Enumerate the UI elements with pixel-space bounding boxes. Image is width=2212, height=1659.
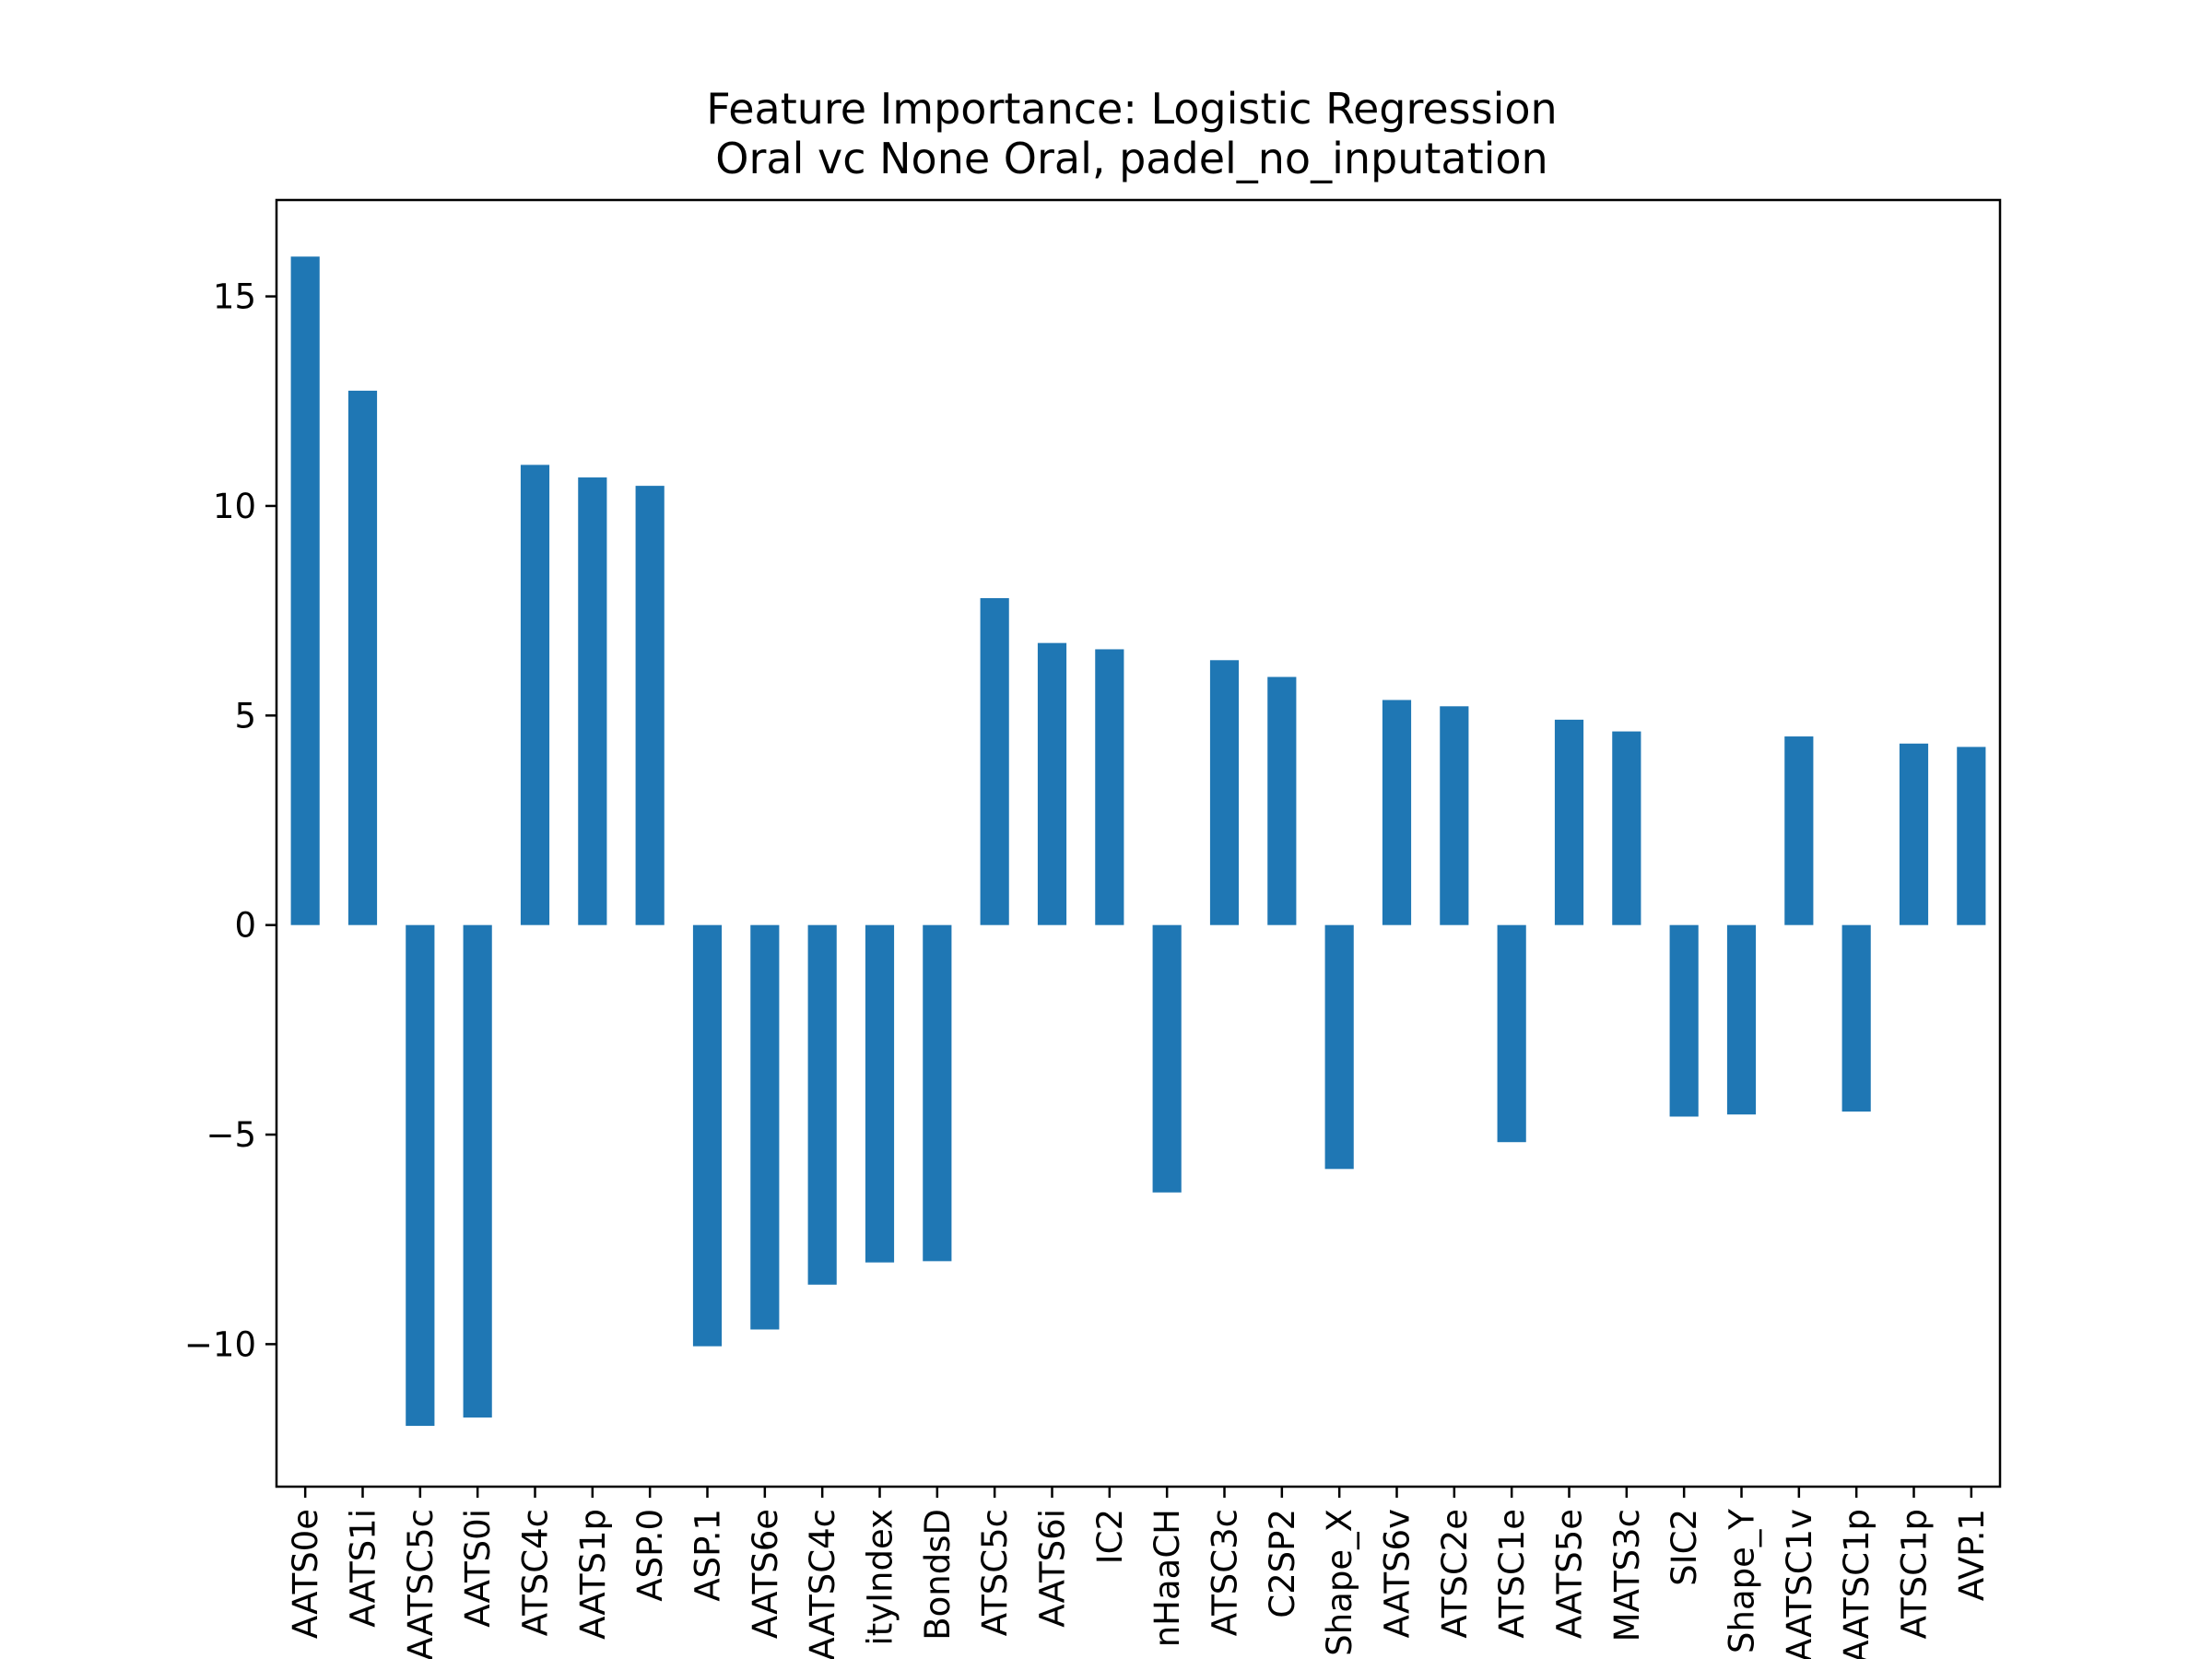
bar-ASP.0 (635, 486, 665, 925)
x-tick-label: AATS0i (458, 1509, 498, 1628)
x-tick-label: AATSC1p (1837, 1509, 1877, 1659)
bar-Shape_Y (1726, 924, 1757, 1115)
x-tick-label: IC2 (1090, 1509, 1130, 1564)
x-tick-label: ATSC4c (515, 1509, 555, 1636)
x-tick-label: AATSC1v (1780, 1509, 1819, 1659)
y-tick-label: 15 (213, 277, 256, 317)
y-tick-label: 10 (213, 487, 256, 526)
bar-AATS1i (347, 390, 378, 925)
bar-ATSC2e (1440, 706, 1469, 925)
bar-ATSC4c (520, 465, 550, 925)
x-tick-label: AVP.1 (1952, 1509, 1992, 1601)
bar-ASP.1 (692, 924, 723, 1347)
x-tick-label: AATS1i (343, 1509, 382, 1628)
x-tick-label: MATS3c (1607, 1509, 1647, 1641)
bar-ATSC1e (1497, 924, 1526, 1143)
x-tick-label: ASP.1 (688, 1509, 727, 1602)
bar-AATS0e (290, 256, 320, 925)
x-tick-label: Shape_Y (1722, 1509, 1761, 1653)
bar-AATSC1v (1784, 736, 1814, 925)
x-tick-label: ATSC3c (1205, 1509, 1244, 1636)
y-tick-label: 5 (234, 696, 256, 735)
x-tick-label: AATSC5c (401, 1509, 441, 1659)
bar-ATSC1p (1899, 743, 1929, 925)
bar-ATSC5c (980, 597, 1009, 925)
bar-AATS6i (1037, 642, 1067, 925)
bar-AATSC1p (1841, 924, 1871, 1112)
x-tick-label: AATS6e (746, 1509, 785, 1639)
bar-MATS3c (1612, 731, 1641, 925)
x-tick-label: SIC2 (1665, 1509, 1704, 1586)
bar-AVP.1 (1957, 747, 1986, 925)
y-tick-label: −10 (184, 1324, 256, 1364)
x-tick-label: Shape_X (1320, 1509, 1359, 1656)
chart-title: Feature Importance: Logistic Regression (706, 84, 1557, 134)
x-tick-label: C2SP2 (1263, 1509, 1302, 1618)
x-tick-label: ATSC1p (1894, 1509, 1934, 1639)
bars-group (290, 256, 1986, 1427)
y-tick-label: 0 (234, 906, 256, 946)
x-tick-label: nHaaCH (1147, 1509, 1187, 1647)
y-axis: 15 10 5 0 −5 −10 (184, 277, 276, 1364)
bar-IC2 (1095, 649, 1124, 925)
bar-nHaaCH (1152, 924, 1182, 1193)
plot-frame (275, 198, 2002, 1488)
bar-ityIndex (865, 924, 895, 1263)
x-tick-label: AATS0e (286, 1509, 325, 1639)
x-axis: AATS0e AATS1i AATSC5c AATS0i ATSC4c AATS1p ASP… (286, 1487, 1992, 1659)
bar-AATS6v (1382, 700, 1412, 925)
x-tick-label: BondsD (918, 1509, 958, 1641)
x-tick-label: ASP.0 (630, 1509, 670, 1602)
bar-Shape_X (1324, 924, 1354, 1170)
chart-subtitle: Oral vc None Oral, padel_no_inputation (715, 134, 1547, 183)
x-tick-label: ityIndex (860, 1509, 900, 1646)
bar-AATS5e (1554, 719, 1584, 925)
x-tick-label: ATSC1e (1492, 1509, 1532, 1639)
x-tick-label: AATS1p (573, 1509, 613, 1640)
x-tick-label: ATSC5c (975, 1509, 1015, 1636)
bar-AATS1p (578, 477, 607, 925)
bar-AATSC4c (807, 924, 837, 1285)
bar-AATS6e (750, 924, 780, 1330)
x-tick-label: AATS6v (1377, 1509, 1417, 1638)
bar-ATSC3c (1209, 660, 1240, 925)
x-tick-label: ATSC2e (1435, 1509, 1475, 1639)
bar-AATS0i (463, 924, 492, 1418)
x-tick-label: AATS6i (1032, 1509, 1072, 1628)
x-tick-label: AATSC4c (803, 1509, 842, 1659)
x-tick-label: AATS5e (1549, 1509, 1589, 1639)
bar-BondsD (923, 924, 952, 1262)
y-tick-label: −5 (206, 1115, 256, 1155)
bar-AATSC5c (406, 924, 435, 1427)
bar-SIC2 (1669, 924, 1699, 1117)
bar-C2SP2 (1267, 677, 1297, 925)
